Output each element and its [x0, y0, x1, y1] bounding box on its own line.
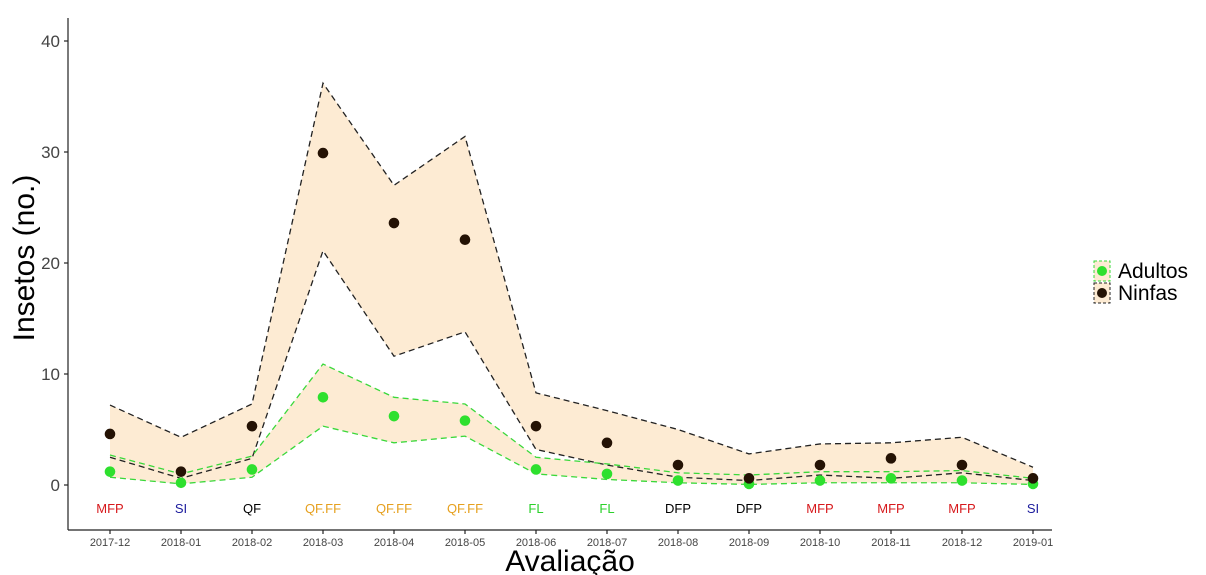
point-ninfas: [743, 473, 755, 484]
y-ticks: 0 10 20 30 40: [41, 32, 68, 495]
x-tick-label: 2018-07: [587, 537, 627, 549]
point-adultos: [317, 392, 329, 403]
phenology-label: MFP: [96, 501, 123, 516]
point-adultos: [459, 415, 471, 426]
y-tick-label: 40: [41, 32, 60, 51]
point-ninfas: [388, 217, 400, 229]
x-tick-label: 2018-06: [516, 537, 556, 549]
point-adultos: [956, 475, 968, 486]
legend-label-adultos: Adultos: [1118, 260, 1188, 283]
phenology-label: QF: [243, 501, 261, 516]
point-ninfas: [317, 147, 329, 159]
x-tick-label: 2018-02: [232, 537, 272, 549]
y-tick-label: 30: [41, 143, 60, 162]
phenology-label: MFP: [877, 501, 904, 516]
phenology-label: DFP: [665, 501, 691, 516]
y-axis-label: Insetos (no.): [8, 175, 41, 342]
x-tick-label: 2018-01: [161, 537, 201, 549]
y-tick-label: 0: [51, 476, 60, 495]
y-tick-label: 20: [41, 254, 60, 273]
point-adultos: [104, 466, 116, 477]
y-tick-label: 10: [41, 365, 60, 384]
x-tick-label: 2018-08: [658, 537, 698, 549]
phenology-label: DFP: [736, 501, 762, 516]
x-axis-label: Avaliação: [505, 545, 635, 575]
point-adultos: [530, 464, 542, 475]
point-ninfas: [885, 453, 897, 464]
phenology-label: MFP: [806, 501, 833, 516]
point-adultos: [672, 475, 684, 486]
point-adultos: [601, 468, 613, 480]
point-ninfas: [814, 459, 826, 471]
phenology-labels: MFP SI QF QF.FF QF.FF QF.FF FL FL DFP DFP MFP MFP MF…: [96, 501, 1039, 516]
phenology-label: SI: [1027, 501, 1039, 516]
x-tick-label: 2018-03: [303, 537, 343, 549]
legend-point-ninfas: [1097, 288, 1107, 298]
phenology-label: QF.FF: [447, 501, 483, 516]
phenology-label: SI: [175, 501, 187, 516]
x-ticks: 2017-12 2018-01 2018-02 2018-03 2018-04 2018-…: [90, 530, 1053, 549]
upper-bound-ninfas: [109, 81, 1034, 468]
phenology-label: FL: [599, 501, 614, 516]
legend-label-ninfas: Ninfas: [1118, 282, 1178, 305]
point-ninfas: [956, 459, 968, 471]
point-adultos: [885, 473, 897, 484]
bound-lines-layer: [109, 81, 1034, 486]
points-layer: [104, 147, 1039, 490]
point-ninfas: [672, 459, 684, 471]
point-ninfas: [246, 420, 258, 432]
point-adultos: [388, 410, 400, 422]
ribbon-adultos: [110, 364, 1033, 485]
x-tick-label: 2019-01: [1013, 537, 1053, 549]
lower-bound-adultos: [109, 425, 1034, 486]
x-tick-label: 2017-12: [90, 537, 130, 549]
ribbon-ninfas: [110, 83, 1033, 481]
legend-point-adultos: [1097, 266, 1107, 276]
x-tick-label: 2018-04: [374, 537, 414, 549]
point-ninfas: [104, 428, 116, 440]
x-tick-label: 2018-11: [871, 537, 911, 549]
point-adultos: [246, 464, 258, 475]
phenology-label: MFP: [948, 501, 975, 516]
point-adultos: [175, 477, 187, 489]
x-tick-label: 2018-05: [445, 537, 485, 549]
x-tick-label: 2018-10: [800, 537, 840, 549]
point-ninfas: [530, 420, 542, 432]
point-ninfas: [601, 437, 613, 449]
point-ninfas: [459, 234, 471, 245]
lower-bound-ninfas: [109, 249, 1034, 482]
x-tick-label: 2018-09: [729, 537, 769, 549]
ribbons-layer: [110, 83, 1033, 485]
x-tick-label: 2018-12: [942, 537, 982, 549]
phenology-label: QF.FF: [376, 501, 412, 516]
point-adultos: [814, 475, 826, 486]
upper-bound-adultos: [109, 363, 1034, 479]
phenology-label: FL: [528, 501, 543, 516]
phenology-label: QF.FF: [305, 501, 341, 516]
point-ninfas: [1027, 473, 1039, 484]
point-ninfas: [175, 466, 187, 477]
